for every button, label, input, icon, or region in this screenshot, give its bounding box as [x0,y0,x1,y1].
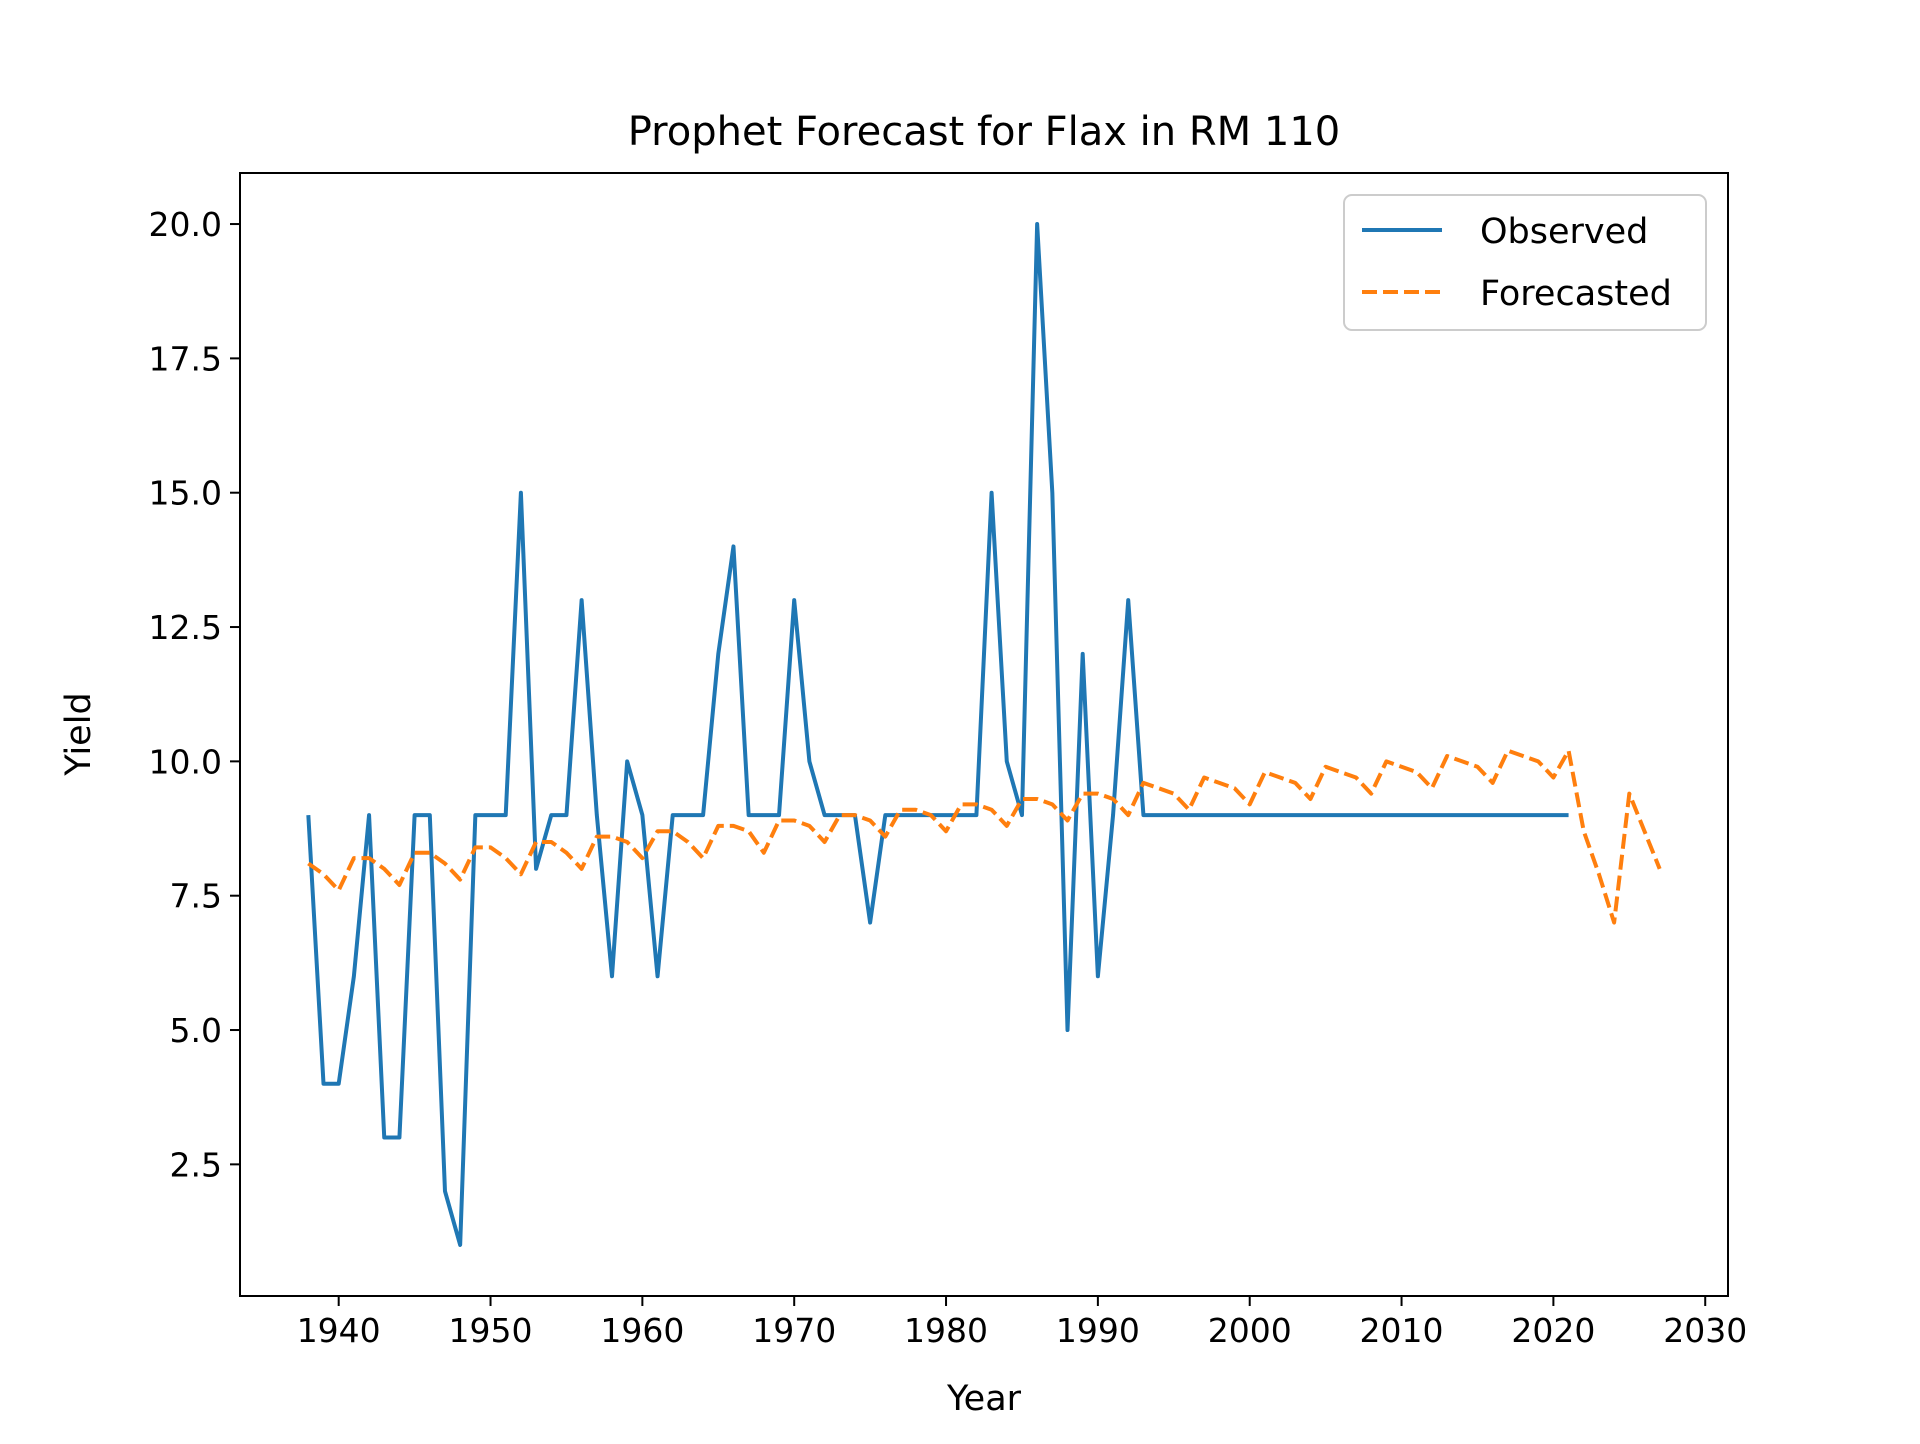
x-tick-label: 1950 [449,1311,533,1350]
x-tick-label: 1960 [600,1311,684,1350]
y-tick-label: 17.5 [149,339,222,378]
y-tick-label: 10.0 [149,742,222,781]
x-tick-label: 1940 [297,1311,381,1350]
legend-label-forecasted: Forecasted [1480,274,1672,314]
series-layer [306,222,1662,1247]
y-axis-label: Yield [59,692,99,776]
series-line-observed [306,222,1569,1247]
y-tick-label: 15.0 [149,474,222,513]
x-tick-label: 1970 [752,1311,836,1350]
y-axis: 2.5 5.0 7.5 10.0 12.5 15.0 17.5 20.0 [149,205,240,1184]
x-axis: 1940 1950 1960 1970 1980 1990 2000 2010 2020 2030 [297,1296,1747,1350]
x-tick-label: 2020 [1511,1311,1595,1350]
y-tick-label: 20.0 [149,205,222,244]
chart-title: Prophet Forecast for Flax in RM 110 [628,109,1340,155]
x-axis-label: Year [946,1379,1022,1419]
x-tick-label: 1990 [1056,1311,1140,1350]
y-tick-label: 5.0 [170,1011,222,1050]
series-line-forecasted [307,748,1662,925]
plot-area [240,173,1728,1296]
y-tick-label: 12.5 [149,608,222,647]
y-tick-label: 7.5 [170,877,222,916]
legend: Observed Forecasted [1343,194,1707,331]
x-tick-label: 1980 [904,1311,988,1350]
x-tick-label: 2000 [1208,1311,1292,1350]
legend-label-observed: Observed [1480,212,1648,252]
x-tick-label: 2010 [1360,1311,1444,1350]
plot-frame [239,172,1729,1297]
x-tick-label: 2030 [1663,1311,1747,1350]
y-tick-label: 2.5 [170,1145,222,1184]
